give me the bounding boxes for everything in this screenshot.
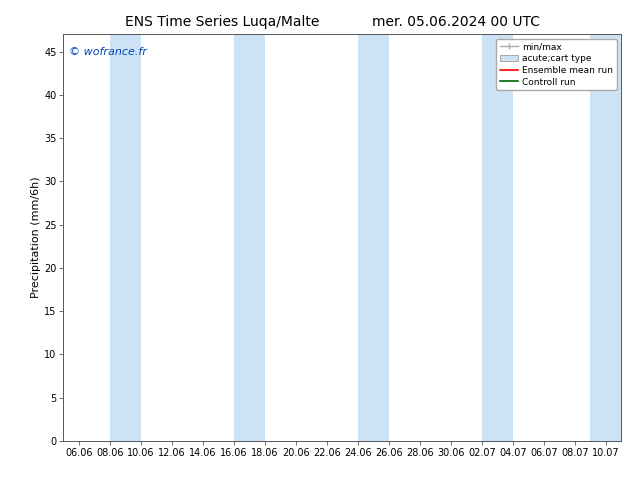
Bar [482, 34, 513, 441]
Bar [590, 34, 621, 441]
Bar [110, 34, 141, 441]
Legend: min/max, acute;cart type, Ensemble mean run, Controll run: min/max, acute;cart type, Ensemble mean … [496, 39, 617, 90]
Text: ENS Time Series Luqa/Malte: ENS Time Series Luqa/Malte [125, 15, 319, 29]
Text: © wofrance.fr: © wofrance.fr [69, 47, 147, 56]
Bar [234, 34, 265, 441]
Text: mer. 05.06.2024 00 UTC: mer. 05.06.2024 00 UTC [373, 15, 540, 29]
Y-axis label: Precipitation (mm/6h): Precipitation (mm/6h) [31, 177, 41, 298]
Bar [358, 34, 389, 441]
